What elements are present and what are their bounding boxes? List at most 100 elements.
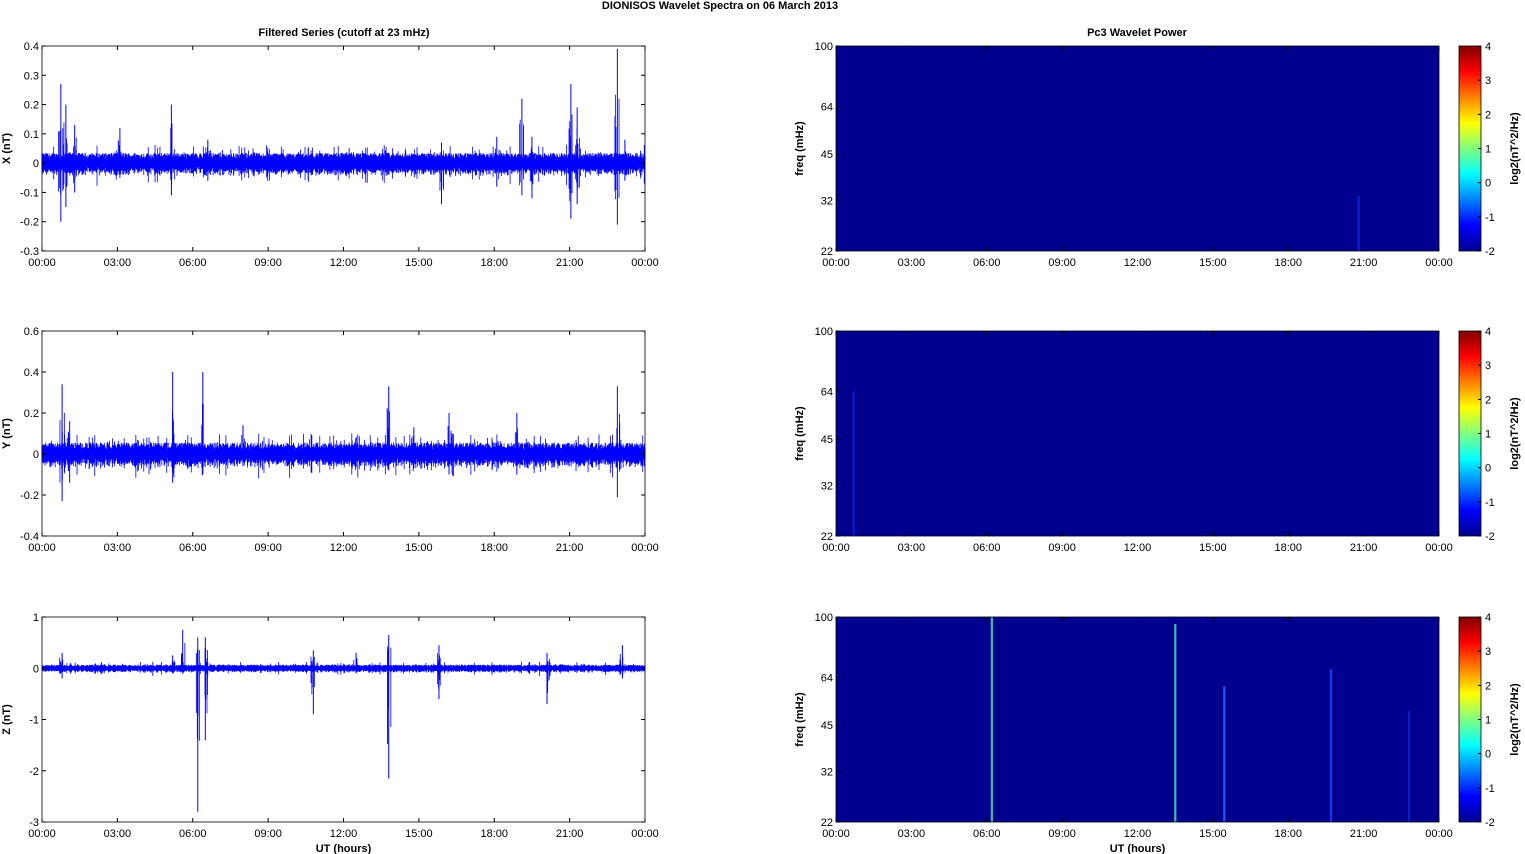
colorbar-tick-label: -2 — [1485, 817, 1495, 829]
colorbar-tick-label: -1 — [1485, 212, 1495, 224]
colorbar: 4 3 2 1 0 -1 -2 log2(nT^2/Hz) — [1458, 41, 1521, 258]
y-axis-label: Z (nT) — [1, 704, 13, 735]
x-tick-label: 21:00 — [556, 257, 584, 269]
colorbar-tick-label: -1 — [1485, 497, 1495, 509]
y-axis-label: freq (mHz) — [794, 406, 806, 461]
colorbar-tick-label: 2 — [1485, 109, 1491, 121]
x-tick-label: 00:00 — [822, 542, 850, 554]
y-tick-label: 32 — [821, 480, 833, 492]
line-panel-1: -0.4 -0.2 0 0.2 0.4 0.6 Y (nT) 00:00 03:00 06:00 0… — [1, 326, 659, 554]
y-tick-label: -0.1 — [20, 187, 39, 199]
colorbar-tick-label: 0 — [1485, 178, 1491, 190]
x-tick-label: 03:00 — [104, 542, 132, 554]
y-axis-label: X (nT) — [1, 133, 13, 164]
colorbar-tick-label: -2 — [1485, 246, 1495, 258]
colorbar-tick-label: 4 — [1485, 326, 1491, 338]
x-tick-label: 18:00 — [480, 828, 508, 840]
x-tick-label: 15:00 — [405, 257, 433, 269]
x-tick-label: 00:00 — [822, 828, 850, 840]
figure-title: DIONISOS Wavelet Spectra on 06 March 201… — [602, 0, 838, 12]
x-tick-label: 03:00 — [104, 257, 132, 269]
y-tick-label: 0 — [33, 158, 39, 170]
y-tick-label: -2 — [29, 766, 39, 778]
colorbar-tick-label: 3 — [1485, 75, 1491, 87]
x-tick-label: 00:00 — [28, 542, 56, 554]
power-streak — [1357, 196, 1360, 251]
x-tick-label: 06:00 — [973, 828, 1001, 840]
line-panel-2: -3 -2 -1 0 1 Z (nT) 00:00 03:00 06:00 09:00 12:00 1… — [1, 612, 659, 854]
y-tick-label: 100 — [815, 41, 833, 53]
colorbar-gradient — [1458, 616, 1482, 823]
x-tick-label: 06:00 — [973, 257, 1001, 269]
y-axis-label: freq (mHz) — [794, 121, 806, 176]
y-tick-label: 0.6 — [24, 326, 39, 338]
y-tick-label: 45 — [821, 720, 833, 732]
y-tick-label: 0.4 — [24, 41, 39, 53]
y-tick-label: -0.2 — [20, 217, 39, 229]
x-tick-label: 09:00 — [1048, 542, 1076, 554]
x-axis-label: UT (hours) — [1110, 843, 1166, 854]
power-streak — [852, 391, 855, 536]
power-streak — [1329, 669, 1333, 822]
x-tick-label: 18:00 — [480, 257, 508, 269]
colorbar: 4 3 2 1 0 -1 -2 log2(nT^2/Hz) — [1458, 326, 1521, 543]
x-tick-label: 06:00 — [973, 542, 1001, 554]
y-tick-label: 64 — [821, 672, 833, 684]
x-tick-label: 09:00 — [254, 542, 282, 554]
colorbar-tick-label: 0 — [1485, 463, 1491, 475]
x-tick-label: 12:00 — [330, 828, 358, 840]
x-tick-label: 00:00 — [1425, 542, 1453, 554]
power-streak — [990, 617, 993, 822]
y-tick-label: -3 — [29, 817, 39, 829]
colorbar-label: log2(nT^2/Hz) — [1509, 397, 1521, 470]
colorbar-gradient — [1458, 330, 1482, 537]
y-tick-label: 0.4 — [24, 367, 39, 379]
y-tick-label: 32 — [821, 195, 833, 207]
x-tick-label: 00:00 — [822, 257, 850, 269]
x-tick-label: 09:00 — [254, 828, 282, 840]
x-tick-label: 15:00 — [405, 542, 433, 554]
y-tick-label: 0 — [33, 449, 39, 461]
x-tick-label: 21:00 — [1350, 828, 1378, 840]
plot-area — [42, 46, 645, 251]
x-tick-label: 18:00 — [1274, 542, 1302, 554]
x-tick-label: 00:00 — [631, 828, 659, 840]
colorbar-gradient — [1458, 45, 1482, 252]
right-column-title: Pc3 Wavelet Power — [1087, 27, 1188, 39]
heatmap-background — [836, 617, 1439, 822]
colorbar-tick-label: 0 — [1485, 749, 1491, 761]
y-tick-label: 0.1 — [24, 129, 39, 141]
x-tick-label: 03:00 — [104, 828, 132, 840]
y-tick-label: -0.2 — [20, 490, 39, 502]
x-tick-label: 15:00 — [1199, 542, 1227, 554]
x-tick-label: 21:00 — [556, 542, 584, 554]
x-tick-label: 15:00 — [1199, 828, 1227, 840]
x-tick-label: 09:00 — [254, 257, 282, 269]
x-tick-label: 00:00 — [28, 828, 56, 840]
x-tick-label: 18:00 — [480, 542, 508, 554]
y-tick-label: 100 — [815, 612, 833, 624]
x-tick-label: 12:00 — [1124, 257, 1152, 269]
x-tick-label: 12:00 — [1124, 542, 1152, 554]
colorbar-tick-label: 3 — [1485, 646, 1491, 658]
power-streak — [1407, 710, 1411, 822]
colorbar-tick-label: 4 — [1485, 41, 1491, 53]
y-tick-label: 45 — [821, 434, 833, 446]
x-tick-label: 12:00 — [330, 257, 358, 269]
x-tick-label: 21:00 — [556, 828, 584, 840]
x-tick-label: 00:00 — [28, 257, 56, 269]
colorbar-tick-label: 2 — [1485, 394, 1491, 406]
x-axis-label: UT (hours) — [316, 843, 372, 854]
heatmap-background — [836, 46, 1439, 251]
colorbar-label: log2(nT^2/Hz) — [1509, 112, 1521, 185]
y-tick-label: -0.3 — [20, 246, 39, 258]
y-tick-label: 0 — [33, 663, 39, 675]
x-tick-label: 06:00 — [179, 542, 207, 554]
plot-area — [42, 617, 645, 822]
heatmap-background — [836, 331, 1439, 536]
y-axis-label: freq (mHz) — [794, 692, 806, 747]
y-tick-label: 45 — [821, 149, 833, 161]
x-tick-label: 15:00 — [1199, 257, 1227, 269]
y-tick-label: 32 — [821, 766, 833, 778]
